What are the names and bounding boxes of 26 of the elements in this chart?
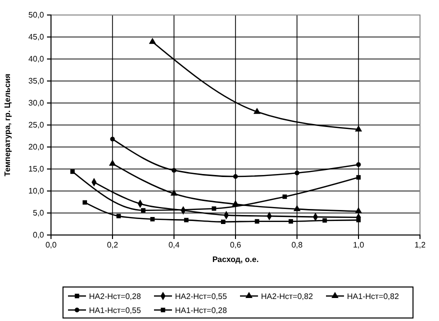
x-tick-label: 0,6 [230, 240, 242, 250]
y-tick-label: 20,0 [28, 142, 45, 152]
legend-label: НА2-Нст=0,28 [89, 292, 142, 301]
x-tick-label: 1,0 [352, 240, 365, 250]
x-tick-label: 0,2 [106, 240, 119, 250]
y-tick-label: 15,0 [28, 164, 45, 174]
y-tick-label: 0,0 [32, 230, 45, 240]
y-tick-label: 25,0 [28, 120, 45, 130]
y-tick-label: 30,0 [28, 98, 45, 108]
y-tick-label: 50,0 [28, 10, 45, 20]
y-axis-title: Температура, гр. Цельсия [3, 73, 12, 176]
x-tick-label: 0,4 [168, 240, 180, 250]
y-tick-label: 45,0 [28, 32, 45, 42]
y-tick-label: 35,0 [28, 76, 45, 86]
y-tick-label: 40,0 [28, 54, 45, 64]
x-tick-label: 1,2 [414, 240, 426, 250]
legend-label: НА1-Нст=0,55 [89, 306, 142, 315]
y-tick-label: 5,0 [32, 208, 45, 218]
legend-label: НА2-Нст=0,55 [175, 292, 228, 301]
legend-label: НА1-Нст=0,82 [347, 292, 400, 301]
x-tick-label: 0,8 [291, 240, 304, 250]
y-tick-label: 10,0 [28, 186, 45, 196]
legend-label: НА2-Нст=0,82 [261, 292, 314, 301]
legend-label: НА1-Нст=0,28 [175, 306, 228, 315]
x-axis-title: Расход, о.е. [212, 255, 259, 264]
x-tick-label: 0,0 [45, 240, 58, 250]
